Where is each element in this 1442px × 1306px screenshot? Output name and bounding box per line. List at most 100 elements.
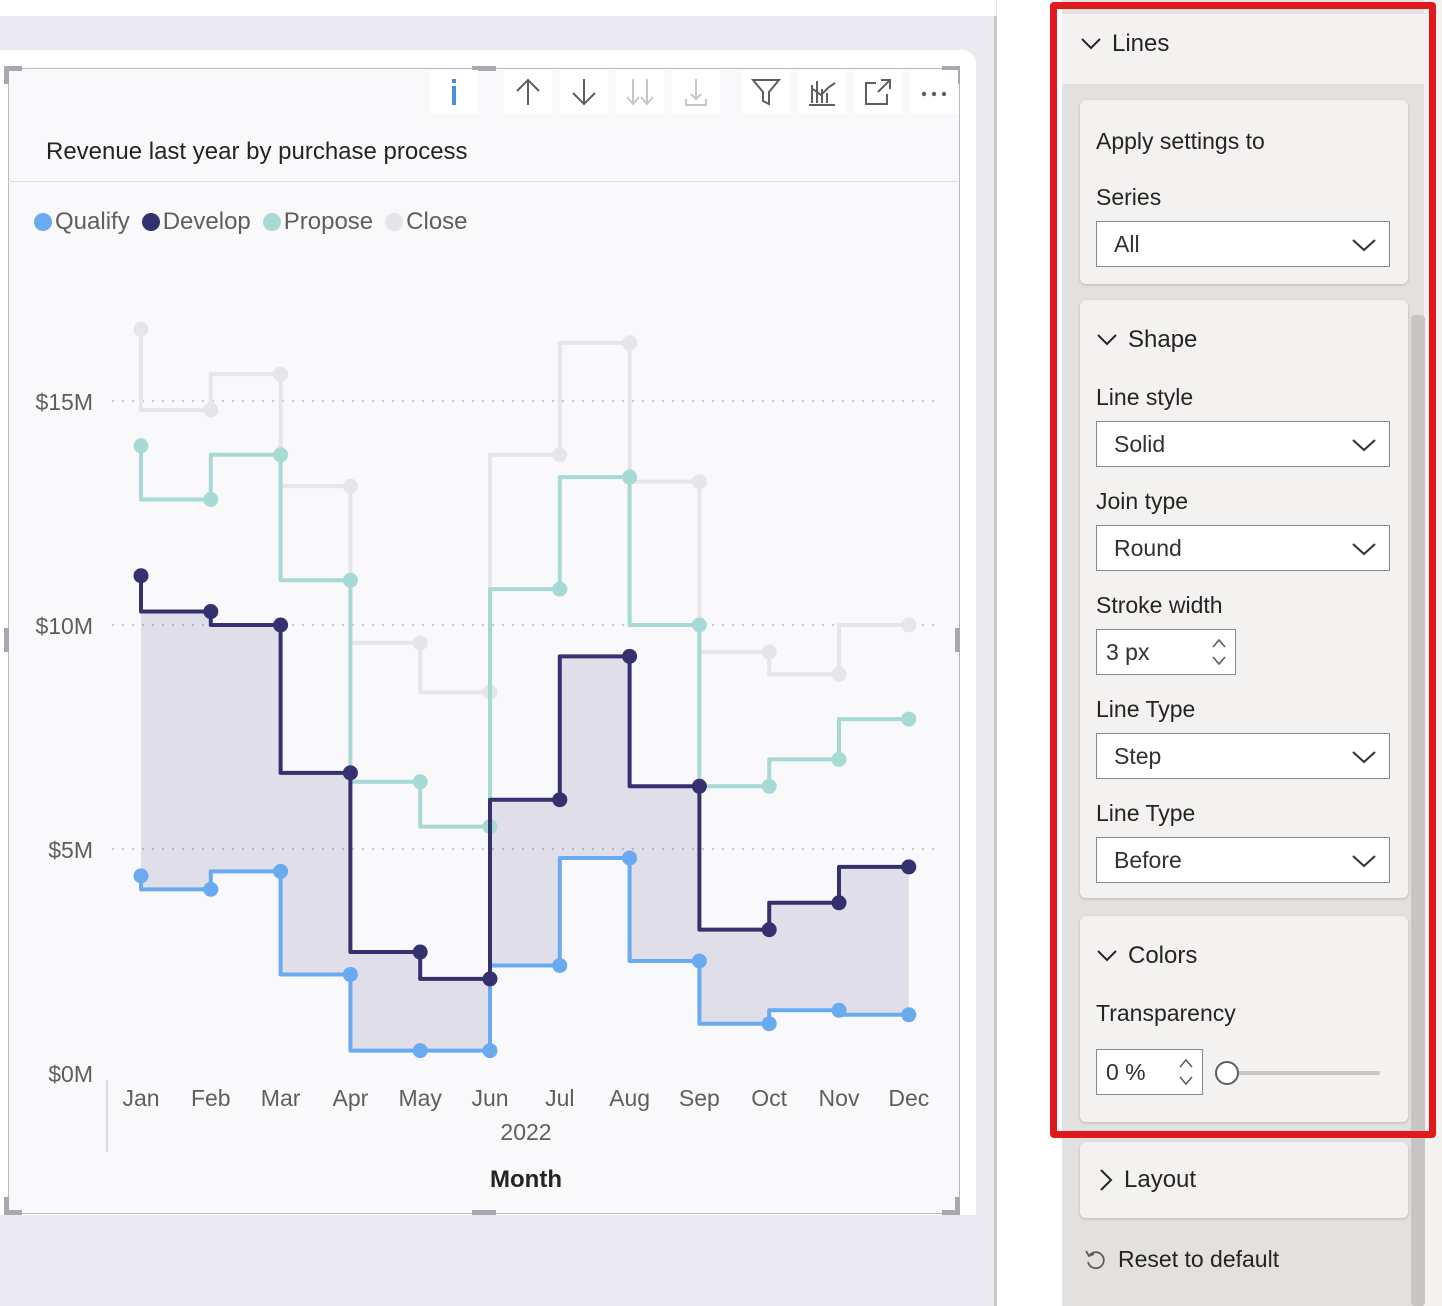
legend-item-propose[interactable]: Propose — [262, 208, 373, 236]
data-point-qualify — [901, 1007, 917, 1023]
data-point-close — [901, 617, 917, 633]
series-line-propose — [139, 445, 909, 829]
data-point-qualify — [203, 881, 219, 897]
legend-label: Close — [406, 208, 468, 235]
chevron-down-icon — [1352, 543, 1376, 556]
x-tick-label: Nov — [819, 1085, 860, 1111]
spin-arrows-icon[interactable] — [1176, 1054, 1196, 1090]
data-point-close — [133, 321, 149, 337]
resize-handle-top[interactable] — [472, 66, 496, 71]
resize-handle-bottom[interactable] — [472, 1210, 496, 1215]
chevron-down-icon — [1352, 439, 1376, 452]
resize-handle-bottom-right[interactable] — [955, 1197, 960, 1215]
expand-hierarchy-icon[interactable] — [672, 70, 720, 114]
data-point-close — [622, 335, 638, 351]
resize-handle-top-left[interactable] — [4, 66, 9, 84]
lines-section-header[interactable] — [1062, 14, 1424, 84]
chevron-right-icon — [1100, 1169, 1113, 1191]
resize-handle-left[interactable] — [4, 628, 9, 652]
chevron-down-icon — [1352, 855, 1376, 868]
double-arrow-down-icon[interactable] — [616, 70, 664, 114]
data-point-qualify — [622, 850, 638, 866]
join-type-value: Round — [1114, 535, 1182, 561]
data-point-develop — [831, 895, 847, 911]
arrow-down-icon[interactable] — [560, 70, 608, 114]
reset-label: Reset to default — [1118, 1246, 1280, 1272]
join-type-dropdown[interactable]: Round — [1096, 525, 1390, 571]
colors-section-title[interactable]: Colors — [1096, 942, 1197, 970]
visual-container[interactable] — [8, 68, 960, 1214]
layout-section-title[interactable]: Layout — [1098, 1166, 1196, 1194]
lines-section-title[interactable]: Lines — [1080, 30, 1169, 58]
legend-label: Qualify — [55, 208, 130, 235]
legend-item-qualify[interactable]: Qualify — [34, 208, 130, 236]
info-icon[interactable] — [430, 70, 478, 114]
focus-analytics-icon[interactable] — [798, 70, 846, 114]
colors-title-text: Colors — [1128, 942, 1198, 969]
chevron-down-icon — [1352, 239, 1376, 252]
filter-icon[interactable] — [742, 70, 790, 114]
x-tick-label: Apr — [333, 1085, 369, 1111]
x-tick-label: Jun — [471, 1085, 508, 1111]
layout-card[interactable] — [1080, 1142, 1408, 1218]
spin-arrows-icon[interactable] — [1209, 634, 1229, 670]
legend-item-close[interactable]: Close — [385, 208, 468, 236]
data-point-propose — [552, 581, 568, 597]
focus-mode-icon[interactable] — [854, 70, 902, 114]
data-point-propose — [133, 438, 149, 454]
data-point-qualify — [552, 957, 568, 973]
series-label: Series — [1096, 184, 1162, 210]
arrow-up-icon[interactable] — [504, 70, 552, 114]
legend-marker — [385, 213, 404, 231]
data-point-close — [342, 478, 358, 494]
chevron-down-icon — [1097, 334, 1117, 346]
step-position-dropdown[interactable]: Before — [1096, 837, 1390, 883]
resize-handle-top-left[interactable] — [4, 66, 22, 71]
resize-handle-right[interactable] — [955, 628, 960, 652]
pane-scrollbar-thumb[interactable] — [1411, 315, 1425, 1306]
line-type-label: Line Type — [1096, 696, 1196, 722]
shape-title-text: Shape — [1128, 326, 1198, 353]
shaded-band — [141, 575, 909, 1051]
canvas-edge — [994, 16, 997, 1306]
resize-handle-bottom-left[interactable] — [4, 1197, 9, 1215]
data-point-develop — [203, 604, 219, 620]
data-point-qualify — [412, 1043, 428, 1059]
reset-to-default-button[interactable]: Reset to default — [1084, 1246, 1279, 1273]
data-point-propose — [412, 774, 428, 790]
data-point-qualify — [831, 1002, 847, 1018]
reset-icon — [1085, 1250, 1105, 1269]
legend-item-develop[interactable]: Develop — [141, 208, 251, 236]
transparency-slider-thumb[interactable] — [1215, 1061, 1239, 1085]
lines-title-text: Lines — [1112, 30, 1170, 57]
legend-label: Develop — [162, 208, 251, 235]
chart-title: Revenue last year by purchase process — [46, 138, 468, 165]
data-point-close — [412, 635, 428, 651]
transparency-value: 0 % — [1106, 1059, 1146, 1085]
transparency-input[interactable]: 0 % — [1096, 1049, 1203, 1095]
top-strip — [0, 0, 996, 16]
shape-section-title[interactable]: Shape — [1096, 326, 1197, 354]
resize-handle-top-right[interactable] — [942, 66, 960, 71]
stroke-width-input[interactable]: 3 px — [1096, 629, 1236, 675]
data-point-propose — [901, 711, 917, 727]
resize-handle-bottom-right[interactable] — [942, 1210, 960, 1215]
x-tick-label: Dec — [888, 1085, 929, 1111]
transparency-slider-track[interactable] — [1228, 1071, 1380, 1075]
resize-handle-bottom-left[interactable] — [4, 1210, 22, 1215]
x-tick-label: Mar — [261, 1085, 301, 1111]
x-axis-title: Month — [490, 1166, 562, 1193]
visual-header-separator — [8, 181, 958, 182]
transparency-label: Transparency — [1096, 1000, 1236, 1026]
more-options-icon[interactable] — [910, 70, 958, 114]
chart-legend: Qualify Develop Propose Close — [34, 208, 468, 236]
step-line-chart: $0M $5M $10M $15M Jan Feb Mar Apr May Jun Jul Aug Se… — [35, 321, 935, 1193]
shape-card — [1080, 300, 1408, 898]
data-point-develop — [552, 792, 568, 808]
data-point-develop — [901, 859, 917, 875]
data-point-propose — [831, 751, 847, 767]
series-dropdown[interactable]: All — [1096, 221, 1390, 267]
line-style-dropdown[interactable]: Solid — [1096, 421, 1390, 467]
line-type-value: Step — [1114, 743, 1162, 769]
line-type-dropdown[interactable]: Step — [1096, 733, 1390, 779]
